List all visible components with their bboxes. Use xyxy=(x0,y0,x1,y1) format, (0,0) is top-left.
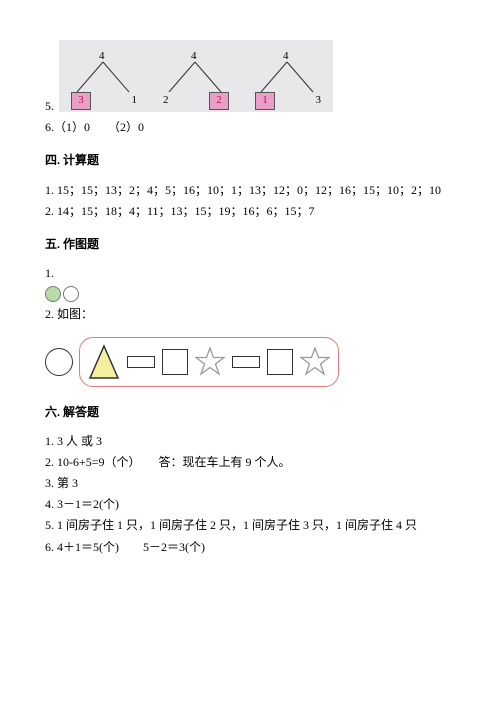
section-6-a2: 2. 10-6+5=9（个） 答：现在车上有 9 个人。 xyxy=(45,453,455,472)
circle-white xyxy=(63,286,79,302)
question-6-answer: 6.（1）0 （2）0 xyxy=(45,118,455,137)
tree-2-right-box: 2 xyxy=(209,92,229,110)
tree-2-right: 2 xyxy=(209,92,229,110)
section-6-a1: 1. 3 人 或 3 xyxy=(45,432,455,451)
section-6-a3: 3. 第 3 xyxy=(45,474,455,493)
section-4-line-2: 2. 14；15；18；4；11；13；15；19；16；6；15；7 xyxy=(45,202,455,221)
tree-1-lines xyxy=(65,60,143,96)
rounded-container xyxy=(79,337,339,387)
section-6-a6: 6. 4＋1＝5(个) 5－2＝3(个) xyxy=(45,538,455,557)
outer-circle-shape xyxy=(45,348,73,376)
section-5-q1-label: 1. xyxy=(45,264,455,283)
star-shape-2 xyxy=(300,347,330,377)
circle-green xyxy=(45,286,61,302)
tree-1-right: 1 xyxy=(132,92,138,110)
tree-1-left: 3 xyxy=(71,92,91,110)
tree-2-lines xyxy=(157,60,235,96)
rect-shape-1 xyxy=(127,356,155,368)
triangle-shape xyxy=(88,344,120,380)
square-shape-2 xyxy=(267,349,293,375)
rect-shape-2 xyxy=(232,356,260,368)
tree-diagram-area: 4 3 1 4 2 2 4 xyxy=(59,40,333,112)
tree-3: 4 1 3 xyxy=(249,48,327,110)
square-shape-1 xyxy=(162,349,188,375)
tree-2-left: 2 xyxy=(163,92,169,110)
question-5-label: 5. xyxy=(45,97,54,116)
section-4-title: 四. 计算题 xyxy=(45,151,455,170)
tree-3-left: 1 xyxy=(255,92,275,110)
section-4-line-1: 1. 15；15；13；2；4；5；16；10；1；13；12；0；12；16；… xyxy=(45,181,455,200)
section-6-a4: 4. 3－1＝2(个) xyxy=(45,495,455,514)
tree-3-left-box: 1 xyxy=(255,92,275,110)
tree-2: 4 2 2 xyxy=(157,48,235,110)
tree-3-lines xyxy=(249,60,327,96)
section-5-q2-label: 2. 如图： xyxy=(45,305,455,324)
shapes-row xyxy=(45,337,455,387)
section-6-a5: 5. 1 间房子住 1 只，1 间房子住 2 只，1 间房子住 3 只，1 间房… xyxy=(45,516,455,535)
section-6-title: 六. 解答题 xyxy=(45,403,455,422)
star-shape-1 xyxy=(195,347,225,377)
circles-row xyxy=(45,286,455,302)
tree-1-left-box: 3 xyxy=(71,92,91,110)
tree-1: 4 3 1 xyxy=(65,48,143,110)
tree-3-right: 3 xyxy=(316,92,322,110)
section-5-title: 五. 作图题 xyxy=(45,235,455,254)
